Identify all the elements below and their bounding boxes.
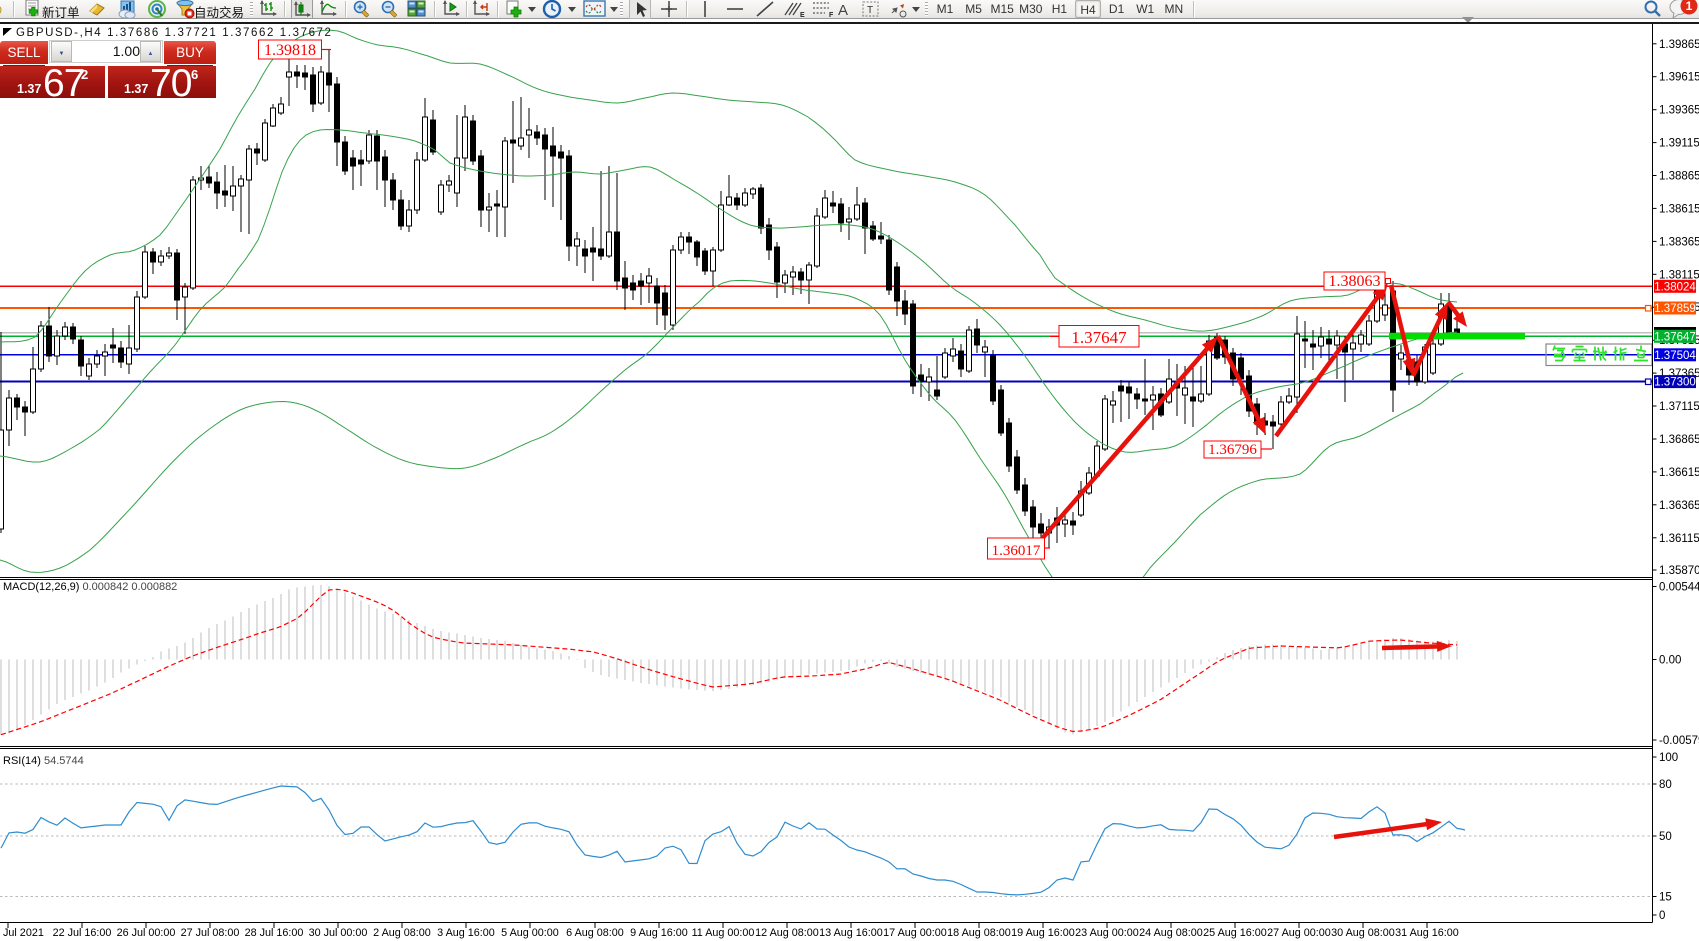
- svg-text:0.00: 0.00: [1659, 655, 1681, 667]
- svg-text:1.37647: 1.37647: [1654, 331, 1696, 343]
- svg-text:1.39818: 1.39818: [264, 42, 316, 59]
- svg-text:1.38365: 1.38365: [1659, 236, 1699, 248]
- svg-text:5 Aug 00:00: 5 Aug 00:00: [501, 927, 559, 939]
- svg-text:RSI(14) 54.5744: RSI(14) 54.5744: [3, 755, 84, 767]
- svg-text:13 Aug 16:00: 13 Aug 16:00: [819, 927, 883, 939]
- svg-text:25 Aug 16:00: 25 Aug 16:00: [1203, 927, 1267, 939]
- svg-text:28 Jul 16:00: 28 Jul 16:00: [245, 927, 304, 939]
- svg-text:19 Aug 16:00: 19 Aug 16:00: [1011, 927, 1075, 939]
- svg-text:9 Aug 16:00: 9 Aug 16:00: [630, 927, 688, 939]
- svg-text:1.38865: 1.38865: [1659, 171, 1699, 183]
- svg-text:1.39365: 1.39365: [1659, 105, 1699, 117]
- svg-text:1.37115: 1.37115: [1659, 401, 1699, 413]
- svg-text:30 Jul 00:00: 30 Jul 00:00: [309, 927, 368, 939]
- svg-text:27 Aug 00:00: 27 Aug 00:00: [1267, 927, 1331, 939]
- svg-text:1.35870: 1.35870: [1659, 565, 1699, 577]
- svg-text:1.36365: 1.36365: [1659, 500, 1699, 512]
- svg-text:12 Aug 08:00: 12 Aug 08:00: [755, 927, 819, 939]
- svg-text:1.38063: 1.38063: [1329, 273, 1381, 290]
- svg-text:1.36865: 1.36865: [1659, 434, 1699, 446]
- svg-text:0.005448: 0.005448: [1659, 582, 1699, 594]
- svg-text:80: 80: [1659, 779, 1672, 791]
- svg-text:1.36615: 1.36615: [1659, 467, 1699, 479]
- svg-text:1.38115: 1.38115: [1659, 269, 1699, 281]
- svg-text:0: 0: [1659, 910, 1665, 922]
- svg-text:15: 15: [1659, 892, 1672, 904]
- svg-text:18 Aug 08:00: 18 Aug 08:00: [947, 927, 1011, 939]
- svg-text:2 Aug 08:00: 2 Aug 08:00: [373, 927, 431, 939]
- svg-text:GBPUSD-,H4 1.37686 1.37721 1.: GBPUSD-,H4 1.37686 1.37721 1.37662 1.376…: [16, 27, 333, 39]
- svg-text:1.37859: 1.37859: [1654, 303, 1696, 315]
- svg-text:1.39115: 1.39115: [1659, 138, 1699, 150]
- svg-text:6 Aug 08:00: 6 Aug 08:00: [566, 927, 624, 939]
- svg-text:1.39615: 1.39615: [1659, 72, 1699, 84]
- svg-text:T: T: [867, 5, 873, 16]
- svg-text:27 Jul 08:00: 27 Jul 08:00: [181, 927, 240, 939]
- svg-text:30 Aug 08:00: 30 Aug 08:00: [1331, 927, 1395, 939]
- svg-text:3 Aug 16:00: 3 Aug 16:00: [437, 927, 495, 939]
- svg-text:1.38024: 1.38024: [1654, 281, 1696, 293]
- svg-text:1.37300: 1.37300: [1654, 377, 1696, 389]
- svg-text:1.37504: 1.37504: [1654, 350, 1696, 362]
- svg-text:1.36796: 1.36796: [1208, 442, 1257, 458]
- svg-text:1.36017: 1.36017: [992, 543, 1041, 559]
- svg-text:F: F: [829, 12, 834, 19]
- svg-text:1.36115: 1.36115: [1659, 533, 1699, 545]
- svg-text:23 Aug 00:00: 23 Aug 00:00: [1075, 927, 1139, 939]
- svg-text:-0.00579: -0.00579: [1659, 735, 1699, 747]
- svg-text:26 Jul 00:00: 26 Jul 00:00: [117, 927, 176, 939]
- svg-text:MACD(12,26,9) 0.000842 0.00088: MACD(12,26,9) 0.000842 0.000882: [3, 581, 177, 593]
- svg-text:E: E: [800, 12, 805, 19]
- svg-text:11 Aug 00:00: 11 Aug 00:00: [692, 927, 755, 939]
- svg-text:50: 50: [1659, 831, 1672, 843]
- svg-text:100: 100: [1659, 752, 1678, 764]
- svg-text:22 Jul 16:00: 22 Jul 16:00: [53, 927, 112, 939]
- svg-text:1.37647: 1.37647: [1071, 328, 1127, 347]
- svg-text:1.38615: 1.38615: [1659, 203, 1699, 215]
- svg-text:17 Aug 00:00: 17 Aug 00:00: [883, 927, 947, 939]
- svg-text:21 Jul 2021: 21 Jul 2021: [0, 927, 44, 939]
- svg-text:31 Aug 16:00: 31 Aug 16:00: [1395, 927, 1459, 939]
- svg-text:1: 1: [1686, 0, 1693, 13]
- svg-text:1.39865: 1.39865: [1659, 39, 1699, 51]
- svg-text:24 Aug 08:00: 24 Aug 08:00: [1139, 927, 1203, 939]
